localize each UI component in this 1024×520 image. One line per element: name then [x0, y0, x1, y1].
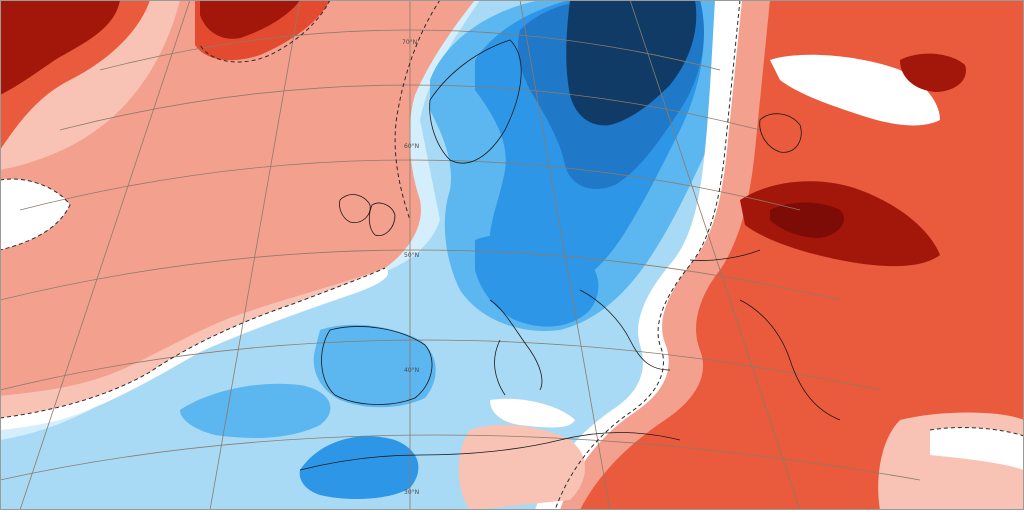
latitude-label-70n: 70°N — [402, 39, 417, 46]
southeast-white-fringe — [930, 427, 1024, 470]
south-africa-pale-band — [458, 424, 585, 510]
balkan-blue-patch — [475, 234, 599, 327]
latitude-label-50n: 50°N — [404, 252, 419, 259]
latitude-label-60n: 60°N — [404, 143, 419, 150]
white-gap-band — [0, 268, 389, 430]
central-asia-hot-spot — [900, 53, 966, 92]
latitude-label-40n: 40°N — [404, 367, 419, 374]
eastern-warm-region — [560, 0, 1024, 510]
south-africa-white-gap — [490, 398, 575, 428]
eastern-pale-margin — [545, 0, 770, 510]
latitude-label-30n: 30°N — [404, 489, 419, 496]
russia-deep-blue-core — [566, 0, 697, 126]
atlantic-blue-swirl — [180, 383, 331, 438]
west-atlantic-pale-margin — [0, 268, 385, 418]
iberia-blue-patch — [313, 324, 436, 408]
coastlines — [299, 39, 841, 471]
eastern-white-gap — [535, 0, 742, 510]
eastern-white-band — [770, 54, 940, 126]
middle-east-hot-spot — [770, 202, 844, 238]
greenland-east-core — [200, 0, 300, 39]
graticule — [0, 0, 921, 510]
morocco-blue-patch — [299, 436, 419, 500]
white-gap-west — [0, 179, 70, 250]
greenland-core — [0, 0, 120, 95]
